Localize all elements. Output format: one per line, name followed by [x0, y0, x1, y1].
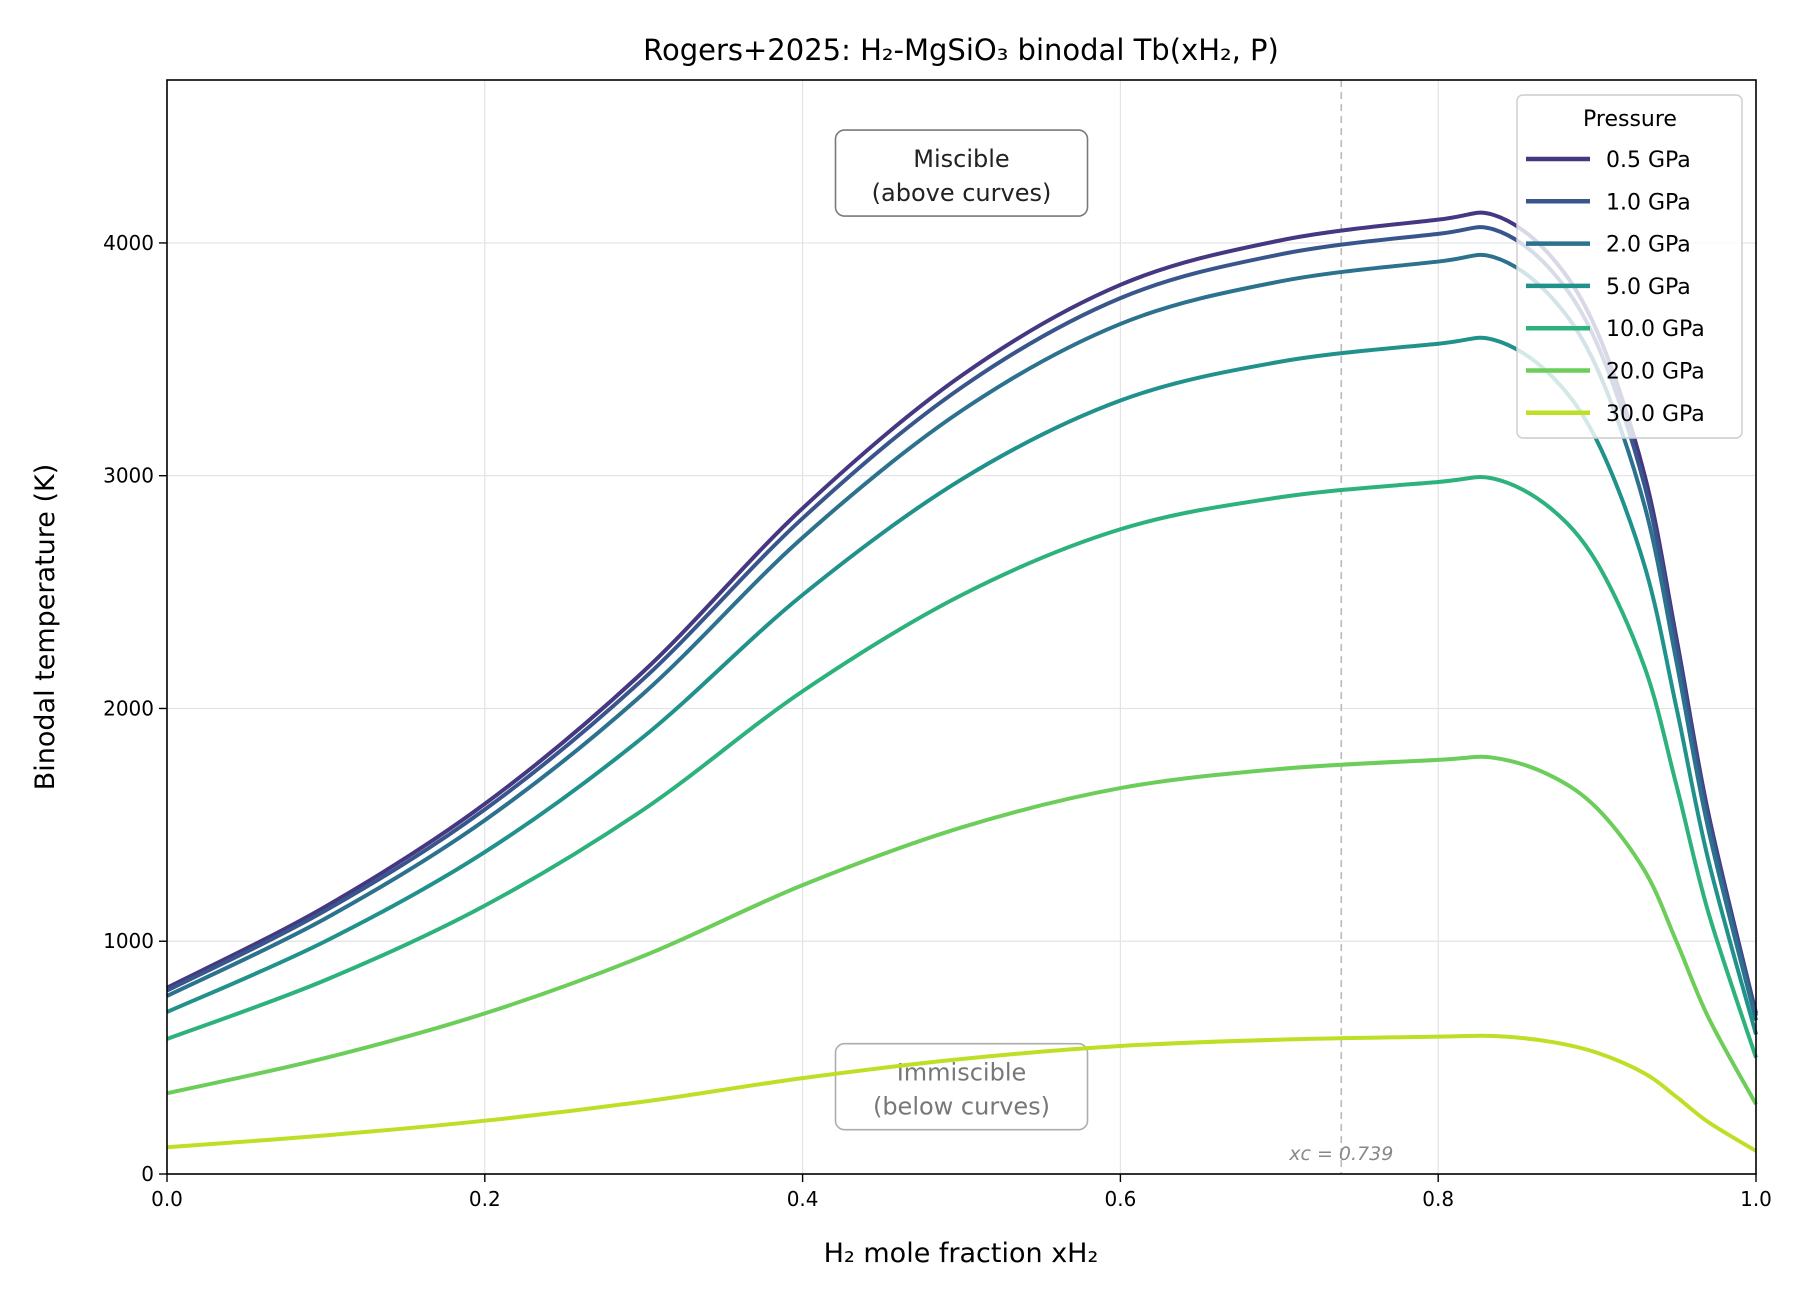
y-tick-label: 0	[141, 1162, 154, 1186]
legend-entry: 0.5 GPa	[1606, 148, 1691, 173]
series-line-5-0-GPa	[166, 335, 1758, 1035]
curves	[166, 210, 1758, 1153]
ticks: 0.0 0.2 0.4 0.6 0.8 1.0 0 1000 2000 3000 4000	[103, 231, 1772, 1211]
series-line-10-0-GPa	[166, 475, 1758, 1059]
series-line-1-0-GPa	[166, 225, 1758, 1017]
miscible-label: (above curves)	[872, 179, 1052, 207]
legend-title: Pressure	[1583, 107, 1677, 132]
legend-entry: 10.0 GPa	[1606, 317, 1705, 342]
x-tick-label: 0.0	[151, 1187, 183, 1211]
series-line-20-0-GPa	[166, 754, 1758, 1106]
legend-entry: 20.0 GPa	[1606, 360, 1705, 385]
x-tick-label: 0.2	[469, 1187, 501, 1211]
legend-entry: 2.0 GPa	[1606, 233, 1691, 258]
critical-line-group: xc = 0.739	[1288, 80, 1393, 1174]
x-axis-label: H₂ mole fraction xH₂	[824, 1238, 1099, 1269]
plot-frame	[166, 79, 1757, 1175]
x-tick-label: 0.4	[787, 1187, 819, 1211]
x-tick-label: 0.8	[1422, 1187, 1454, 1211]
series-line-2-0-GPa	[166, 252, 1758, 1021]
critical-composition-label: xc = 0.739	[1288, 1143, 1393, 1165]
legend-entry: 30.0 GPa	[1606, 402, 1705, 427]
grid	[166, 80, 1757, 1175]
x-tick-label: 0.6	[1104, 1187, 1136, 1211]
legend: Pressure 0.5 GPa 1.0 GPa 2.0 GPa 5.0 GPa 10.0…	[1516, 94, 1743, 439]
y-tick-label: 4000	[103, 231, 154, 255]
miscible-box	[834, 129, 1089, 217]
y-axis-label: Binodal temperature (K)	[30, 464, 61, 791]
x-tick-label: 1.0	[1740, 1187, 1772, 1211]
immiscible-label: (below curves)	[873, 1093, 1050, 1121]
y-tick-label: 3000	[103, 464, 154, 488]
legend-entry: 5.0 GPa	[1606, 275, 1691, 300]
miscible-label: Miscible	[913, 145, 1009, 173]
y-tick-label: 1000	[103, 929, 154, 953]
y-tick-label: 2000	[103, 696, 154, 720]
annotation-boxes: Miscible(above curves)Immiscible(below c…	[834, 129, 1089, 1131]
legend-entry: 1.0 GPa	[1606, 190, 1691, 215]
series-line-30-0-GPa	[166, 1033, 1758, 1153]
chart-title: Rogers+2025: H₂-MgSiO₃ binodal Tb(xH₂, P…	[643, 33, 1279, 67]
legend-frame	[1516, 94, 1743, 439]
